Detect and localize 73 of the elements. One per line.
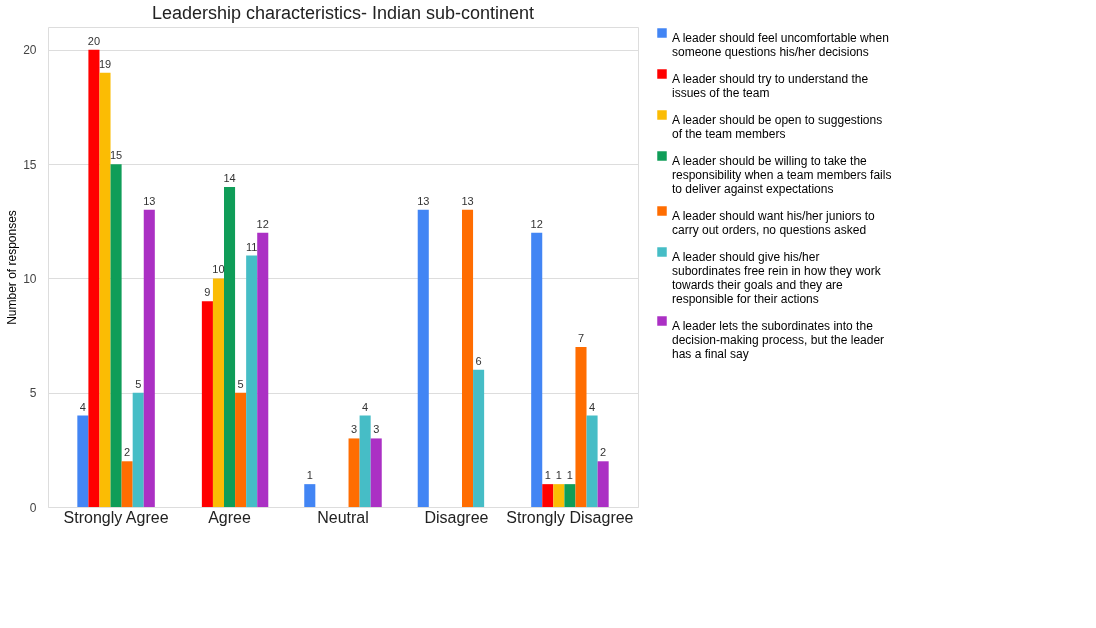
bar: [348, 438, 360, 507]
data-label: 13: [461, 194, 474, 207]
data-label: 1: [555, 469, 562, 482]
data-label: 2: [124, 446, 131, 459]
x-tick-label: Strongly Disagree: [506, 508, 634, 526]
bar: [143, 209, 155, 507]
y-tick-label: 10: [23, 271, 37, 286]
bar: [77, 415, 89, 507]
data-label: 12: [256, 217, 269, 230]
legend-label: A leader should give his/her subordinates free rein in how they work towards their goals and they are responsible for their actions: [672, 250, 882, 306]
data-label: 5: [237, 377, 244, 390]
data-label: 15: [109, 149, 123, 162]
y-tick-label: 15: [23, 157, 37, 172]
bar: [370, 438, 382, 507]
data-label: 19: [98, 57, 112, 70]
data-label: 1: [544, 469, 551, 482]
bar: [304, 484, 316, 507]
bar: [542, 484, 554, 507]
data-label: 1: [566, 469, 573, 482]
bar: [586, 415, 598, 507]
bar: [575, 347, 587, 507]
data-label: 1: [306, 469, 313, 482]
x-tick-label: Neutral: [317, 508, 369, 526]
y-axis-title: Number of responses: [5, 210, 20, 325]
bar: [597, 461, 609, 507]
y-tick-label: 5: [29, 386, 37, 401]
data-label: 9: [204, 286, 211, 299]
bar: [121, 461, 133, 507]
data-label: 2: [600, 446, 607, 459]
data-label: 4: [589, 400, 596, 413]
bar: [246, 255, 258, 507]
x-tick-label: Agree: [208, 508, 251, 526]
bar: [473, 369, 485, 507]
bar: [553, 484, 565, 507]
chart-title: Leadership characteristics- Indian sub-continent: [151, 3, 535, 23]
bar: [212, 278, 224, 507]
data-label: 3: [373, 423, 380, 436]
data-label: 11: [245, 240, 258, 253]
bar: [201, 301, 213, 507]
bar: [235, 392, 247, 507]
x-tick-label: Strongly Agree: [63, 508, 169, 526]
data-label: 20: [87, 34, 101, 47]
bar: [531, 232, 543, 507]
bar: [132, 392, 144, 507]
bar: [462, 209, 474, 507]
bar: [359, 415, 371, 507]
data-label: 14: [223, 172, 236, 184]
legend-label: A leader should want his/her juniors to carry out orders, no questions asked: [672, 209, 876, 237]
bar: [564, 484, 576, 507]
bar: [417, 209, 429, 507]
legend-label: A leader lets the subordinates into the decision-making process, but the leader has a final say: [672, 319, 885, 361]
data-label: 12: [530, 217, 543, 230]
bar: [99, 72, 111, 507]
y-tick-label: 20: [23, 43, 37, 58]
x-tick-label: Disagree: [424, 508, 489, 526]
data-label: 7: [577, 332, 585, 344]
legend-label: A leader should feel uncomfortable when someone questions his/her decisions: [672, 31, 889, 59]
data-label: 13: [143, 194, 156, 207]
bar: [110, 164, 122, 507]
bar: [257, 232, 269, 507]
legend-label: A leader should be open to suggestions of the team members: [672, 113, 883, 141]
data-label: 6: [475, 354, 482, 367]
bar: [88, 49, 100, 507]
y-tick-label: 0: [29, 500, 37, 515]
data-label: 3: [351, 423, 358, 436]
data-label: 5: [135, 377, 142, 390]
legend-label: A leader should try to understand the issues of the team: [672, 72, 869, 100]
data-label: 4: [79, 400, 86, 413]
legend-label: A leader should be willing to take the responsibility when a team members fails to deliver against expectations: [672, 154, 892, 196]
data-label: 10: [212, 263, 225, 276]
data-label: 13: [417, 194, 430, 207]
bar: [224, 187, 236, 507]
data-label: 4: [362, 400, 369, 413]
